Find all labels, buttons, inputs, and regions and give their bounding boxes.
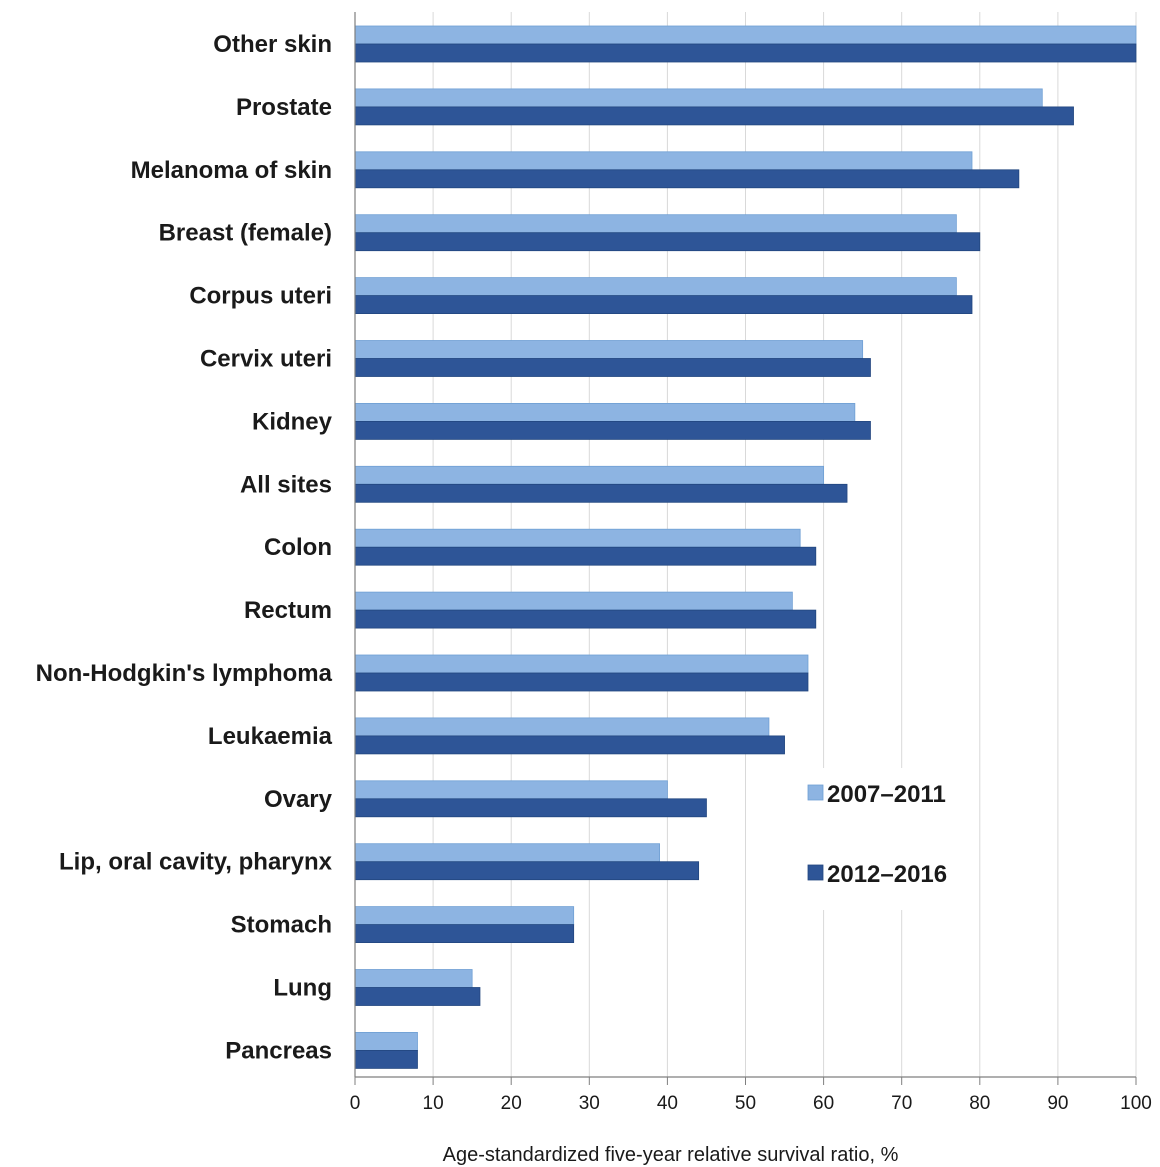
bar-series-2 xyxy=(354,735,785,755)
bar-series-2 xyxy=(354,43,1137,63)
bar-series-2 xyxy=(354,420,871,440)
bar-series-2 xyxy=(354,672,809,692)
legend-label: 2012–2016 xyxy=(827,861,947,888)
x-tick-label: 70 xyxy=(891,1093,912,1114)
category-label: Prostate xyxy=(236,94,332,121)
category-label: Lip, oral cavity, pharynx xyxy=(59,849,333,876)
bar-series-1 xyxy=(354,340,864,359)
x-axis-title: Age-standardized five-year relative surv… xyxy=(443,1144,899,1166)
bar-series-2 xyxy=(354,546,817,566)
bar-series-2 xyxy=(354,232,981,252)
bar-series-1 xyxy=(354,969,473,988)
x-tick-labels: 0 10 20 30 40 50 60 70 80 90 100 xyxy=(350,1093,1152,1114)
category-label: Melanoma of skin xyxy=(131,157,332,184)
legend-swatch xyxy=(807,864,824,881)
bar-series-1 xyxy=(354,402,856,422)
category-label: Cervix uteri xyxy=(200,346,332,373)
category-label: Colon xyxy=(264,534,332,561)
category-label: Ovary xyxy=(264,786,333,813)
x-tick-label: 30 xyxy=(579,1093,600,1114)
bar-series-2 xyxy=(354,106,1074,126)
bar-series-1 xyxy=(354,277,957,297)
x-tick-label: 10 xyxy=(423,1093,444,1114)
bar-series-2 xyxy=(354,609,817,629)
legend: 2007–2011 2012–2016 xyxy=(797,768,977,910)
bar-series-2 xyxy=(354,987,481,1006)
bar-series-1 xyxy=(354,1032,418,1051)
bar-series-1 xyxy=(354,654,809,674)
bar-series-1 xyxy=(354,151,973,171)
bar-series-2 xyxy=(354,861,700,881)
x-tick-label: 40 xyxy=(657,1093,678,1114)
category-label: Breast (female) xyxy=(159,220,332,247)
bar-series-2 xyxy=(354,483,848,503)
category-label: Lung xyxy=(273,975,332,1002)
bar-series-1 xyxy=(354,214,957,234)
bar-series-1 xyxy=(354,465,825,485)
bar-series-1 xyxy=(354,780,668,800)
x-tick-label: 60 xyxy=(813,1093,834,1114)
legend-label: 2007–2011 xyxy=(827,781,946,808)
x-tick-label: 0 xyxy=(350,1093,361,1114)
bar-series-2 xyxy=(354,358,871,377)
bar-series-2 xyxy=(354,169,1020,189)
bars xyxy=(354,25,1137,1069)
x-tick-label: 80 xyxy=(969,1093,990,1114)
bar-series-2 xyxy=(354,798,707,818)
x-tick-label: 100 xyxy=(1120,1093,1152,1114)
legend-background xyxy=(797,768,977,910)
bar-series-1 xyxy=(354,843,660,863)
bar-series-2 xyxy=(354,295,973,315)
axes xyxy=(354,12,1137,1085)
category-labels: Other skin Prostate Melanoma of skin Breast… xyxy=(36,31,333,1064)
category-label: Other skin xyxy=(213,31,332,58)
bar-series-2 xyxy=(354,1050,418,1069)
x-tick-label: 20 xyxy=(501,1093,522,1114)
bar-series-2 xyxy=(354,924,575,943)
bar-series-1 xyxy=(354,906,575,925)
category-label: Stomach xyxy=(231,912,332,939)
category-label: Pancreas xyxy=(225,1037,332,1064)
bar-series-1 xyxy=(354,88,1043,108)
category-label: Rectum xyxy=(244,597,332,624)
category-label: Non-Hodgkin's lymphoma xyxy=(36,660,333,687)
bar-series-1 xyxy=(354,717,770,737)
legend-swatch xyxy=(807,784,824,801)
category-label: Leukaemia xyxy=(208,723,333,750)
category-label: Kidney xyxy=(252,408,333,435)
category-label: All sites xyxy=(240,471,332,498)
bar-series-1 xyxy=(354,25,1137,45)
category-label: Corpus uteri xyxy=(189,283,332,310)
x-tick-label: 50 xyxy=(735,1093,756,1114)
bar-series-1 xyxy=(354,528,801,548)
x-tick-label: 90 xyxy=(1047,1093,1068,1114)
bar-series-1 xyxy=(354,591,793,611)
